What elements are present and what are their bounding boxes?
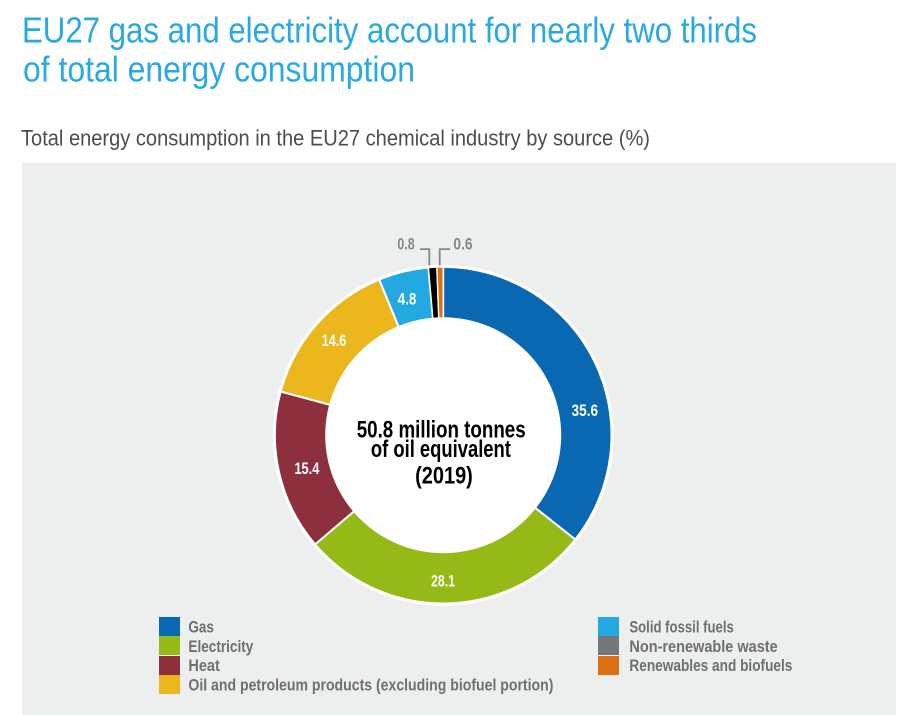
svg-text:0.8: 0.8 [397,235,414,254]
svg-text:of total energy consumption: of total energy consumption [23,49,415,90]
svg-text:15.4: 15.4 [294,459,319,478]
svg-text:EU27 gas and electricity accou: EU27 gas and electricity account for nea… [22,9,757,50]
svg-text:(2019): (2019) [415,464,473,490]
svg-text:of oil equivalent: of oil equivalent [371,437,511,463]
svg-text:Total energy consumption in th: Total energy consumption in the EU27 che… [21,125,650,150]
svg-text:4.8: 4.8 [398,290,417,309]
svg-text:0.6: 0.6 [453,235,472,254]
svg-text:Renewables and biofuels: Renewables and biofuels [629,656,792,675]
svg-text:28.1: 28.1 [431,572,455,591]
svg-text:Heat: Heat [188,656,220,675]
svg-text:35.6: 35.6 [572,401,599,420]
svg-text:Non-renewable waste: Non-renewable waste [629,637,777,656]
svg-text:Gas: Gas [188,618,214,637]
svg-text:Electricity: Electricity [188,637,253,656]
svg-text:Oil and petroleum products (ex: Oil and petroleum products (excluding bi… [188,676,553,695]
svg-text:14.6: 14.6 [322,331,346,350]
svg-text:Solid fossil fuels: Solid fossil fuels [629,618,733,637]
svg-text:50.8 million tonnes: 50.8 million tonnes [357,418,526,444]
